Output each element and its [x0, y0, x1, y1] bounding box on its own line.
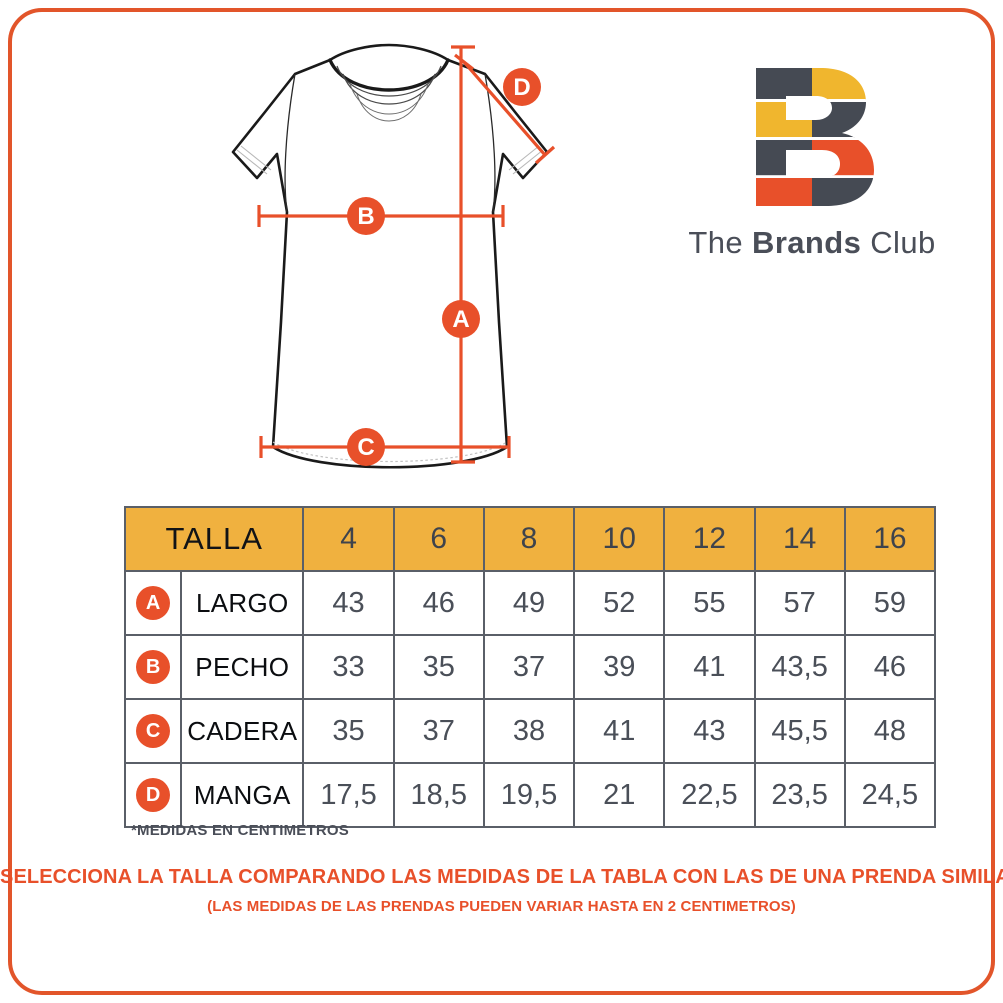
- header-size-10: 10: [573, 506, 666, 572]
- table-header-row: TALLA 4 6 8 10 12 14 16: [123, 506, 937, 572]
- cell-pecho-10: 39: [573, 634, 666, 700]
- cell-manga-16: 24,5: [843, 762, 937, 828]
- row-label-cadera: CADERA: [180, 698, 305, 764]
- marker-badge-a: A: [442, 300, 480, 338]
- logo-wordmark: The Brands Club: [672, 225, 952, 261]
- cell-largo-4: 43: [302, 570, 395, 636]
- cell-manga-8: 19,5: [482, 762, 576, 828]
- badge-c: C: [136, 714, 171, 748]
- cell-cadera-16: 48: [843, 698, 937, 764]
- cell-cadera-8: 38: [482, 698, 576, 764]
- table-row: C CADERA 35 37 38 41 43 45,5 48: [123, 698, 937, 764]
- marker-badge-b: B: [347, 197, 385, 235]
- header-size-12: 12: [663, 506, 756, 572]
- size-table: TALLA 4 6 8 10 12 14 16 A LARGO 43 46 49…: [123, 506, 937, 828]
- cell-pecho-8: 37: [482, 634, 576, 700]
- brand-logo: The Brands Club: [672, 62, 952, 277]
- wordmark-the: The: [688, 225, 753, 260]
- cell-largo-6: 46: [392, 570, 485, 636]
- cell-manga-12: 22,5: [663, 762, 756, 828]
- header-size-16: 16: [843, 506, 937, 572]
- cell-largo-10: 52: [573, 570, 666, 636]
- cell-manga-10: 21: [573, 762, 666, 828]
- marker-badge-c: C: [347, 428, 385, 466]
- wordmark-club: Club: [870, 225, 936, 260]
- row-badge-cell: C: [123, 698, 183, 764]
- note-instruction: SELECCIONA LA TALLA COMPARANDO LAS MEDID…: [0, 866, 1003, 888]
- svg-text:D: D: [513, 74, 530, 101]
- marker-badge-d: D: [503, 68, 541, 106]
- cell-pecho-12: 41: [663, 634, 756, 700]
- cell-manga-6: 18,5: [392, 762, 485, 828]
- logo-b-mark: [756, 68, 874, 206]
- row-label-manga: MANGA: [180, 762, 305, 828]
- svg-text:C: C: [357, 434, 374, 461]
- header-size-8: 8: [482, 506, 576, 572]
- row-badge-cell: B: [123, 634, 183, 700]
- cell-pecho-16: 46: [843, 634, 937, 700]
- cell-largo-16: 59: [843, 570, 937, 636]
- header-size-6: 6: [392, 506, 485, 572]
- cell-largo-8: 49: [482, 570, 576, 636]
- cell-pecho-14: 43,5: [753, 634, 846, 700]
- cell-cadera-14: 45,5: [753, 698, 846, 764]
- header-size-4: 4: [302, 506, 395, 572]
- header-talla: TALLA: [123, 506, 305, 572]
- row-badge-cell: D: [123, 762, 183, 828]
- row-label-largo: LARGO: [180, 570, 305, 636]
- cell-largo-14: 57: [753, 570, 846, 636]
- cell-largo-12: 55: [663, 570, 756, 636]
- table-row: A LARGO 43 46 49 52 55 57 59: [123, 570, 937, 636]
- cell-cadera-4: 35: [302, 698, 395, 764]
- table-row: B PECHO 33 35 37 39 41 43,5 46: [123, 634, 937, 700]
- cell-cadera-6: 37: [392, 698, 485, 764]
- cell-manga-4: 17,5: [302, 762, 395, 828]
- note-tolerance: (LAS MEDIDAS DE LAS PRENDAS PUEDEN VARIA…: [207, 898, 796, 915]
- badge-b: B: [136, 650, 171, 684]
- row-badge-cell: A: [123, 570, 183, 636]
- header-size-14: 14: [753, 506, 846, 572]
- cell-pecho-4: 33: [302, 634, 395, 700]
- cell-pecho-6: 35: [392, 634, 485, 700]
- svg-text:B: B: [357, 203, 374, 230]
- svg-text:A: A: [452, 306, 469, 333]
- table-row: D MANGA 17,5 18,5 19,5 21 22,5 23,5 24,5: [123, 762, 937, 828]
- row-label-pecho: PECHO: [180, 634, 305, 700]
- cell-cadera-10: 41: [573, 698, 666, 764]
- cell-cadera-12: 43: [663, 698, 756, 764]
- badge-a: A: [136, 586, 171, 620]
- tshirt-diagram: B C A D: [231, 43, 556, 469]
- note-units: *MEDIDAS EN CENTIMETROS: [131, 822, 349, 839]
- badge-d: D: [136, 778, 171, 812]
- wordmark-brands: Brands: [752, 225, 871, 260]
- cell-manga-14: 23,5: [753, 762, 846, 828]
